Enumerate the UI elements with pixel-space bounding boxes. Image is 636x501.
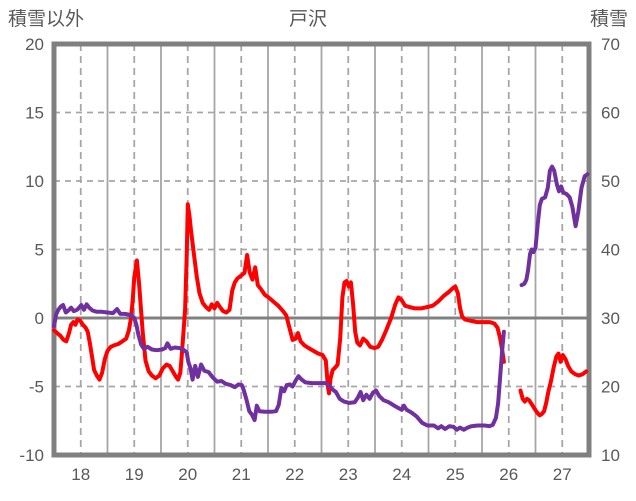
x-axis-tick-label: 21 <box>232 465 251 484</box>
x-axis-tick-label: 23 <box>339 465 358 484</box>
right-axis-tick-label: 60 <box>601 104 620 123</box>
purple-series-line <box>519 164 590 288</box>
purple-series-line <box>52 302 506 432</box>
left-axis-tick-label: 15 <box>25 104 44 123</box>
x-axis-tick-label: 24 <box>392 465 411 484</box>
right-axis-tick-label: 50 <box>601 172 620 191</box>
x-axis-tick-label: 26 <box>499 465 518 484</box>
right-axis-tick-label: 30 <box>601 309 620 328</box>
left-axis-tick-label: 20 <box>25 35 44 54</box>
x-axis-tick-label: 25 <box>446 465 465 484</box>
x-axis-tick-label: 20 <box>178 465 197 484</box>
x-axis-tick-label: 22 <box>285 465 304 484</box>
x-axis-tick-label: 18 <box>71 465 90 484</box>
x-axis-tick-label: 27 <box>553 465 572 484</box>
left-axis-tick-label: -10 <box>19 446 44 465</box>
right-axis-tick-label: 10 <box>601 446 620 465</box>
left-axis-title: 積雪以外 <box>8 9 85 30</box>
red-series-line <box>518 351 589 418</box>
left-axis-tick-label: 5 <box>35 241 44 260</box>
chart-title: 戸沢 <box>288 9 327 30</box>
red-series-line <box>52 202 506 396</box>
left-axis-tick-label: 10 <box>25 172 44 191</box>
x-axis-tick-label: 19 <box>125 465 144 484</box>
right-axis-tick-label: 40 <box>601 241 620 260</box>
right-axis-tick-label: 70 <box>601 35 620 54</box>
right-axis-tick-label: 20 <box>601 378 620 397</box>
plot-border <box>51 41 592 458</box>
right-axis-title: 積雪 <box>589 9 628 30</box>
left-axis-tick-label: 0 <box>35 309 44 328</box>
left-axis-tick-label: -5 <box>29 378 44 397</box>
